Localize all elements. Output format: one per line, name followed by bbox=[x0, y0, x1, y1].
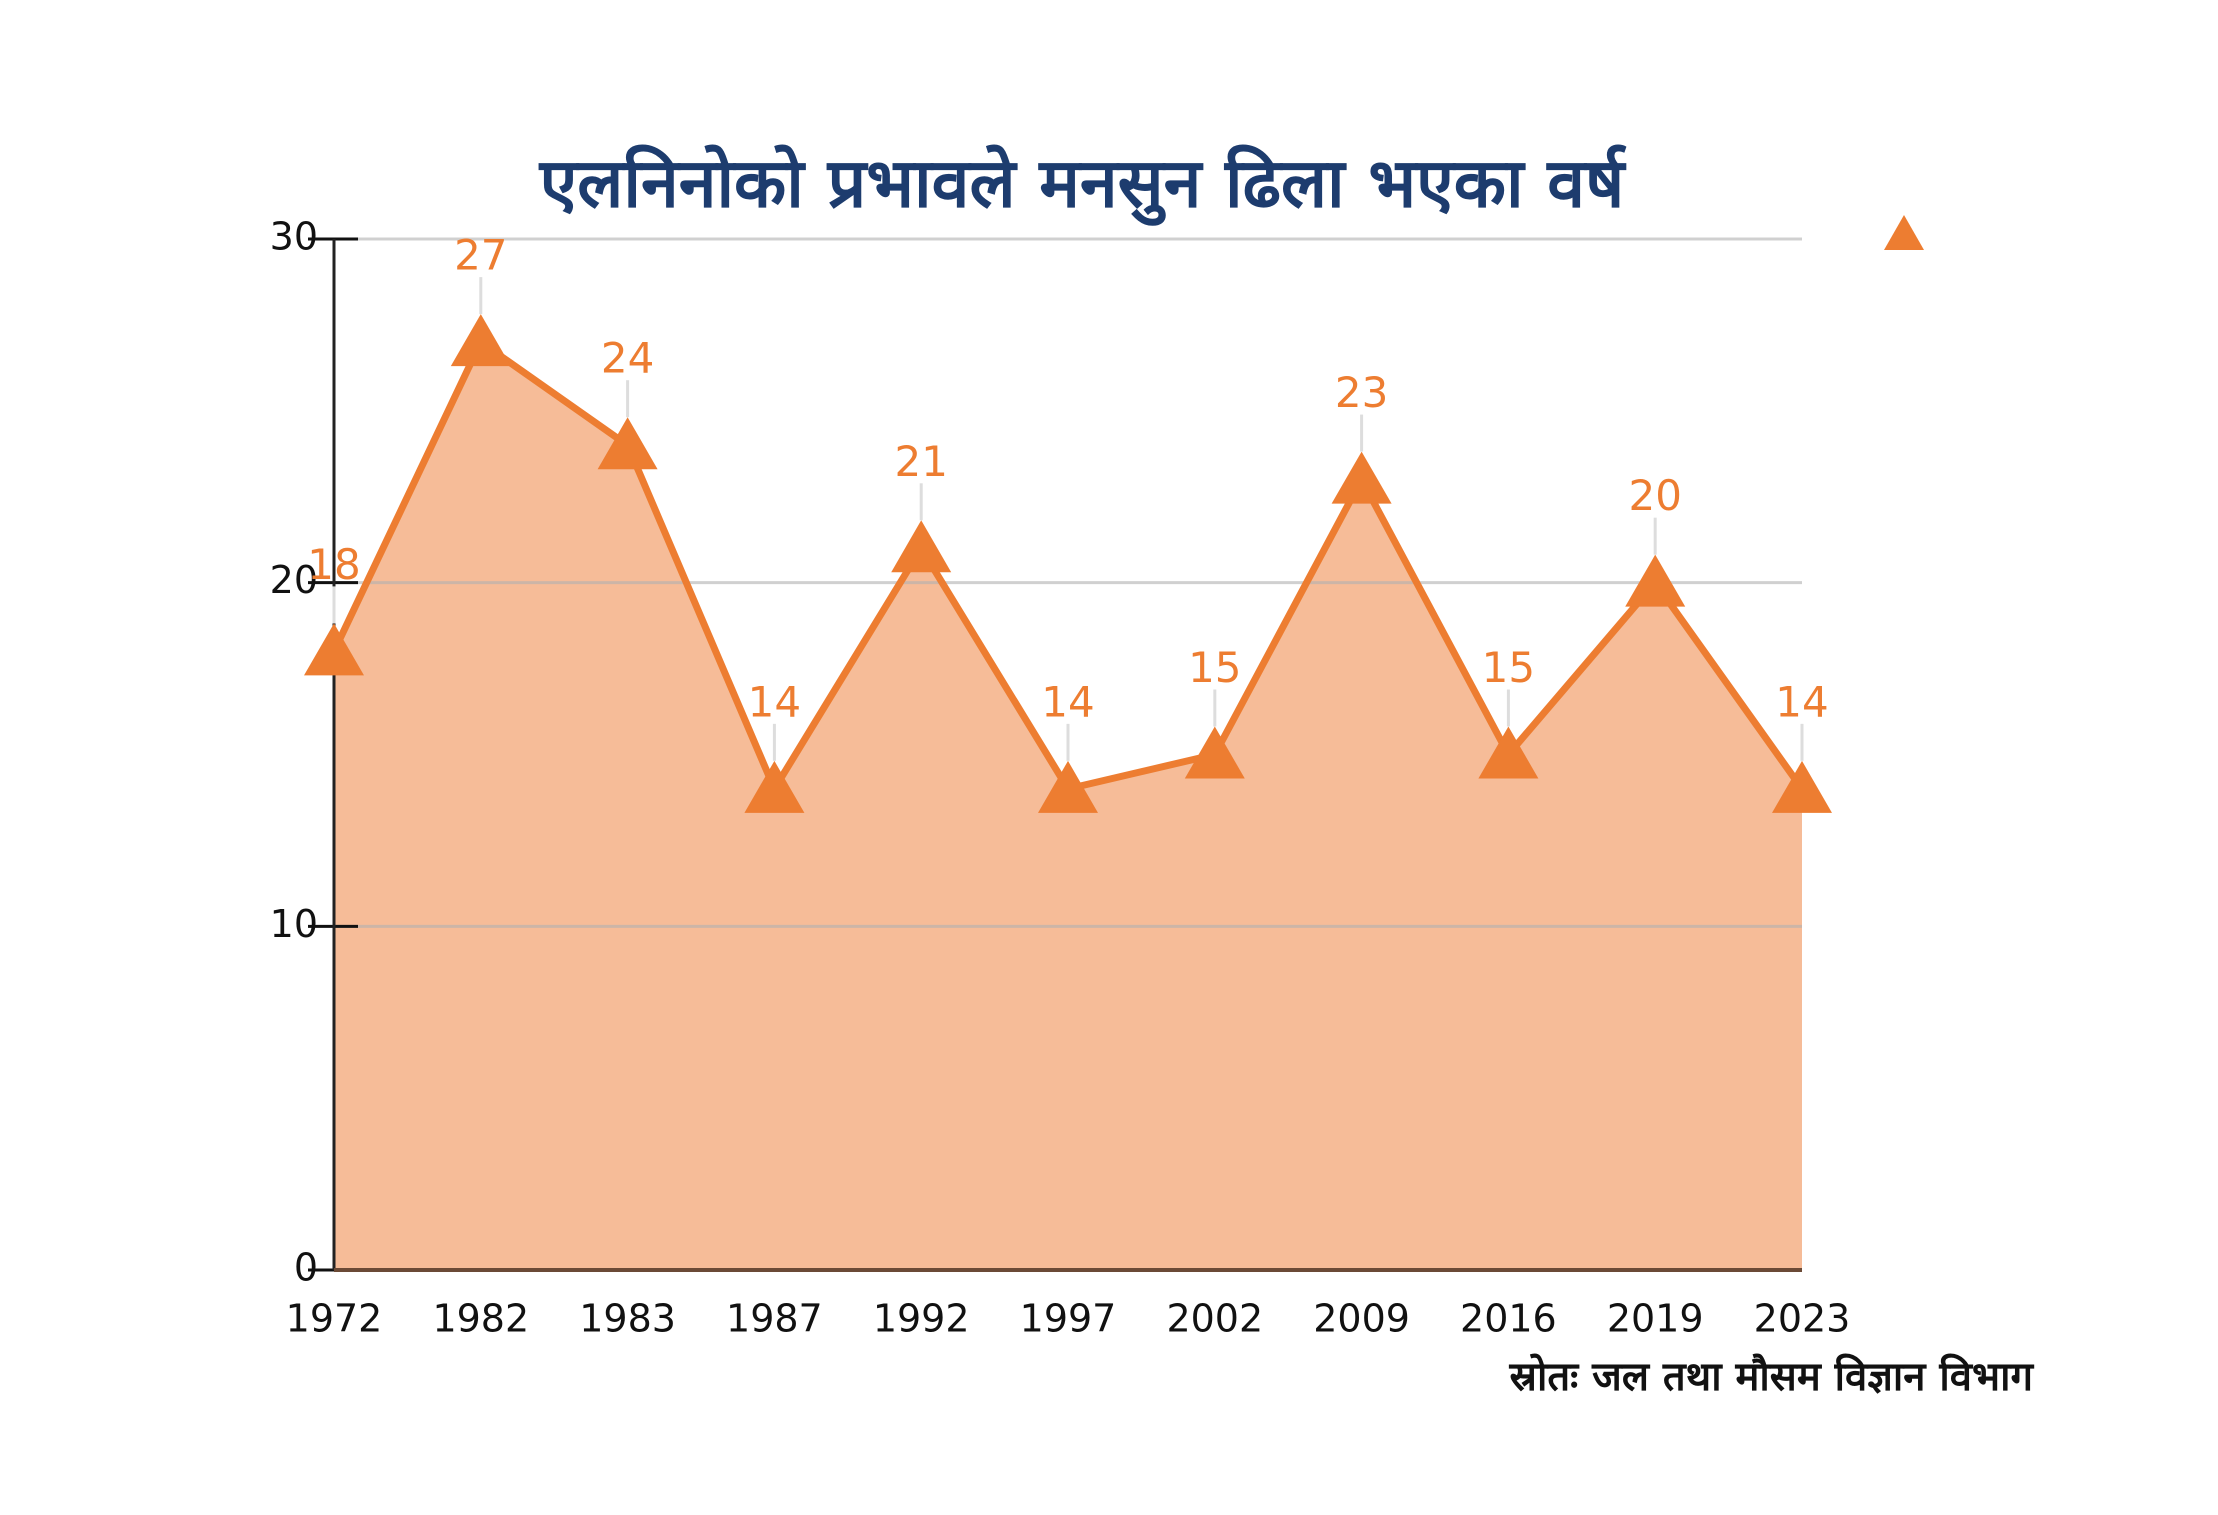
y-tick-label: 10 bbox=[270, 902, 318, 946]
x-tick-label: 2002 bbox=[1166, 1297, 1263, 1341]
data-label: 15 bbox=[1482, 643, 1535, 692]
data-label: 27 bbox=[454, 231, 507, 280]
data-label: 14 bbox=[1775, 677, 1828, 726]
data-label: 21 bbox=[894, 437, 947, 486]
data-label: 24 bbox=[601, 334, 654, 383]
data-label: 20 bbox=[1628, 471, 1681, 520]
x-tick-label: 1987 bbox=[726, 1297, 823, 1341]
x-tick-label: 1972 bbox=[286, 1297, 383, 1341]
x-tick-label: 1992 bbox=[873, 1297, 970, 1341]
source: स्रोतः जल तथा मौसम विज्ञान विभाग bbox=[1509, 1353, 2035, 1400]
x-tick-label: 1997 bbox=[1020, 1297, 1117, 1341]
marker bbox=[1772, 760, 1832, 813]
marker bbox=[1625, 554, 1686, 607]
x-tick-label: 2016 bbox=[1460, 1297, 1557, 1341]
y-tick-label: 30 bbox=[270, 215, 318, 259]
x-tick-label: 1982 bbox=[432, 1297, 529, 1341]
marker bbox=[1331, 451, 1392, 504]
marker bbox=[1038, 760, 1098, 813]
data-label: 23 bbox=[1335, 368, 1388, 417]
data-label: 18 bbox=[307, 540, 360, 589]
marker bbox=[1184, 726, 1245, 779]
marker bbox=[597, 417, 658, 470]
marker bbox=[304, 623, 364, 676]
marker bbox=[891, 520, 952, 573]
marker bbox=[744, 760, 805, 813]
chart-title: एलनिनोको प्रभावले मनसुन ढिला भएका वर्ष bbox=[538, 145, 1628, 227]
data-label: 14 bbox=[1041, 677, 1094, 726]
marker bbox=[450, 314, 511, 367]
x-tick-label: 2009 bbox=[1313, 1297, 1410, 1341]
data-label: 14 bbox=[748, 677, 801, 726]
marker bbox=[1478, 726, 1539, 779]
x-tick-label: 2019 bbox=[1607, 1297, 1704, 1341]
y-tick-label: 0 bbox=[294, 1246, 318, 1290]
data-label: 15 bbox=[1188, 643, 1241, 692]
x-tick-label: 1983 bbox=[579, 1297, 676, 1341]
y-tick-label: 20 bbox=[270, 558, 318, 602]
x-tick-label: 2023 bbox=[1754, 1297, 1851, 1341]
legend-marker bbox=[1884, 215, 1924, 250]
